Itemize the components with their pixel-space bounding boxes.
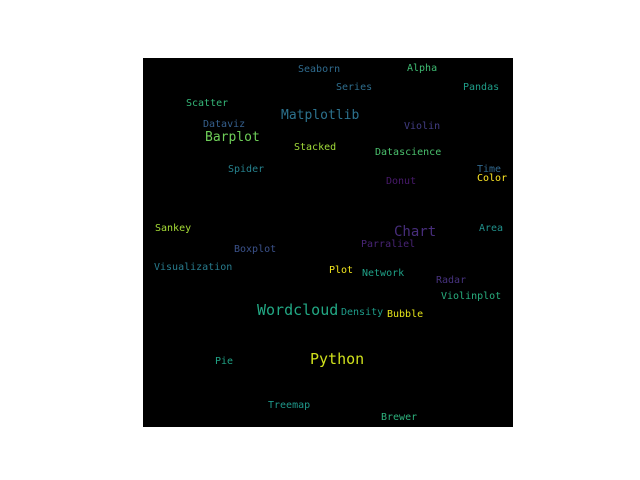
word-boxplot: Boxplot	[234, 244, 277, 255]
word-datascience: Datascience	[375, 147, 442, 158]
word-stacked: Stacked	[294, 142, 337, 153]
word-color: Color	[477, 173, 508, 184]
word-matplotlib: Matplotlib	[281, 108, 360, 123]
word-wordcloud: Wordcloud	[257, 301, 339, 319]
word-time: Time	[477, 164, 502, 175]
word-treemap: Treemap	[268, 400, 311, 411]
word-dataviz: Dataviz	[203, 119, 246, 130]
word-pie: Pie	[215, 356, 234, 367]
word-area: Area	[479, 223, 504, 234]
word-sankey: Sankey	[155, 223, 192, 234]
word-brewer: Brewer	[381, 412, 418, 423]
word-bubble: Bubble	[387, 309, 424, 320]
word-density: Density	[341, 307, 384, 318]
word-visualization: Visualization	[154, 262, 233, 273]
word-spider: Spider	[228, 164, 265, 175]
word-parraliel: Parraliel	[361, 239, 416, 250]
word-violin: Violin	[404, 121, 441, 132]
word-seaborn: Seaborn	[298, 64, 341, 75]
word-python: Python	[310, 350, 365, 368]
word-donut: Donut	[386, 176, 417, 187]
word-scatter: Scatter	[186, 98, 229, 109]
word-violinplot: Violinplot	[441, 291, 502, 302]
word-alpha: Alpha	[407, 63, 438, 74]
wordcloud-canvas: Seaborn Alpha Series Pandas Scatter Matp…	[143, 58, 513, 427]
word-radar: Radar	[436, 275, 467, 286]
word-chart: Chart	[394, 224, 437, 240]
word-series: Series	[336, 82, 373, 93]
word-barplot: Barplot	[205, 130, 260, 145]
word-plot: Plot	[329, 265, 354, 276]
word-pandas: Pandas	[463, 82, 500, 93]
word-network: Network	[362, 268, 405, 279]
